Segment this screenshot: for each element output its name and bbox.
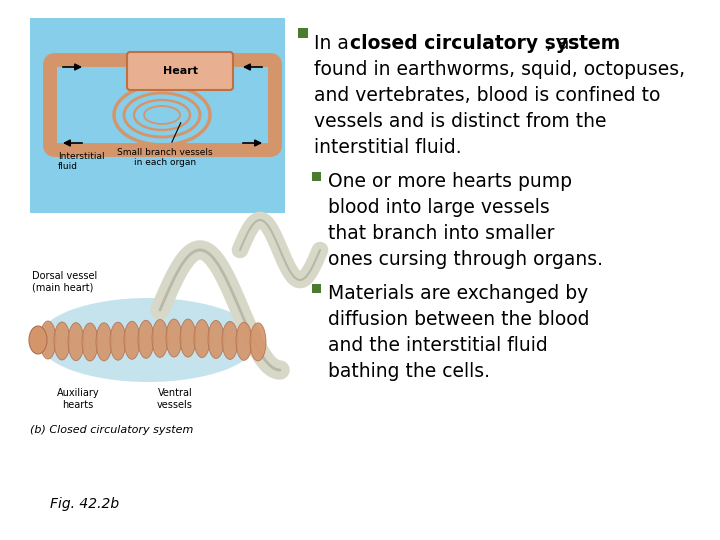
Ellipse shape [124,321,140,359]
Text: Heart: Heart [163,66,197,76]
Text: (b) Closed circulatory system: (b) Closed circulatory system [30,425,194,435]
FancyBboxPatch shape [127,52,233,90]
Text: Fig. 42.2b: Fig. 42.2b [50,497,119,511]
Ellipse shape [222,321,238,360]
Bar [30,18,285,213]
Text: In a: In a [314,34,355,53]
Ellipse shape [166,319,182,357]
Ellipse shape [110,322,126,360]
Ellipse shape [54,322,70,360]
Ellipse shape [250,323,266,361]
Text: One or more hearts pump: One or more hearts pump [328,172,572,191]
Bar [312,172,321,181]
Text: bathing the cells.: bathing the cells. [328,362,490,381]
Ellipse shape [68,323,84,361]
Ellipse shape [29,326,47,354]
Text: Dorsal vessel
(main heart): Dorsal vessel (main heart) [32,271,97,293]
Text: Small branch vessels
in each organ: Small branch vessels in each organ [117,123,213,167]
Ellipse shape [208,320,224,359]
Ellipse shape [194,320,210,357]
Bar [298,28,308,38]
Text: Auxiliary
hearts: Auxiliary hearts [57,388,99,410]
Ellipse shape [82,323,98,361]
Ellipse shape [180,319,196,357]
Ellipse shape [96,323,112,361]
Text: Ventral
vessels: Ventral vessels [157,388,193,410]
Text: and vertebrates, blood is confined to: and vertebrates, blood is confined to [314,86,660,105]
Text: vessels and is distinct from the: vessels and is distinct from the [314,112,606,131]
Text: found in earthworms, squid, octopuses,: found in earthworms, squid, octopuses, [314,60,685,79]
Text: blood into large vessels: blood into large vessels [328,198,550,217]
Ellipse shape [40,321,56,359]
Text: ones cursing through organs.: ones cursing through organs. [328,250,603,269]
Text: , as: , as [546,34,580,53]
Text: interstitial fluid.: interstitial fluid. [314,138,462,157]
Text: Materials are exchanged by: Materials are exchanged by [328,284,588,303]
Text: diffusion between the blood: diffusion between the blood [328,310,590,329]
Text: that branch into smaller: that branch into smaller [328,224,554,243]
Ellipse shape [152,320,168,357]
Ellipse shape [236,322,252,360]
Ellipse shape [138,320,154,359]
Text: Interstitial
fluid: Interstitial fluid [58,152,104,171]
Bar [312,284,321,293]
Ellipse shape [38,298,258,382]
Text: and the interstitial fluid: and the interstitial fluid [328,336,548,355]
Text: closed circulatory system: closed circulatory system [350,34,620,53]
